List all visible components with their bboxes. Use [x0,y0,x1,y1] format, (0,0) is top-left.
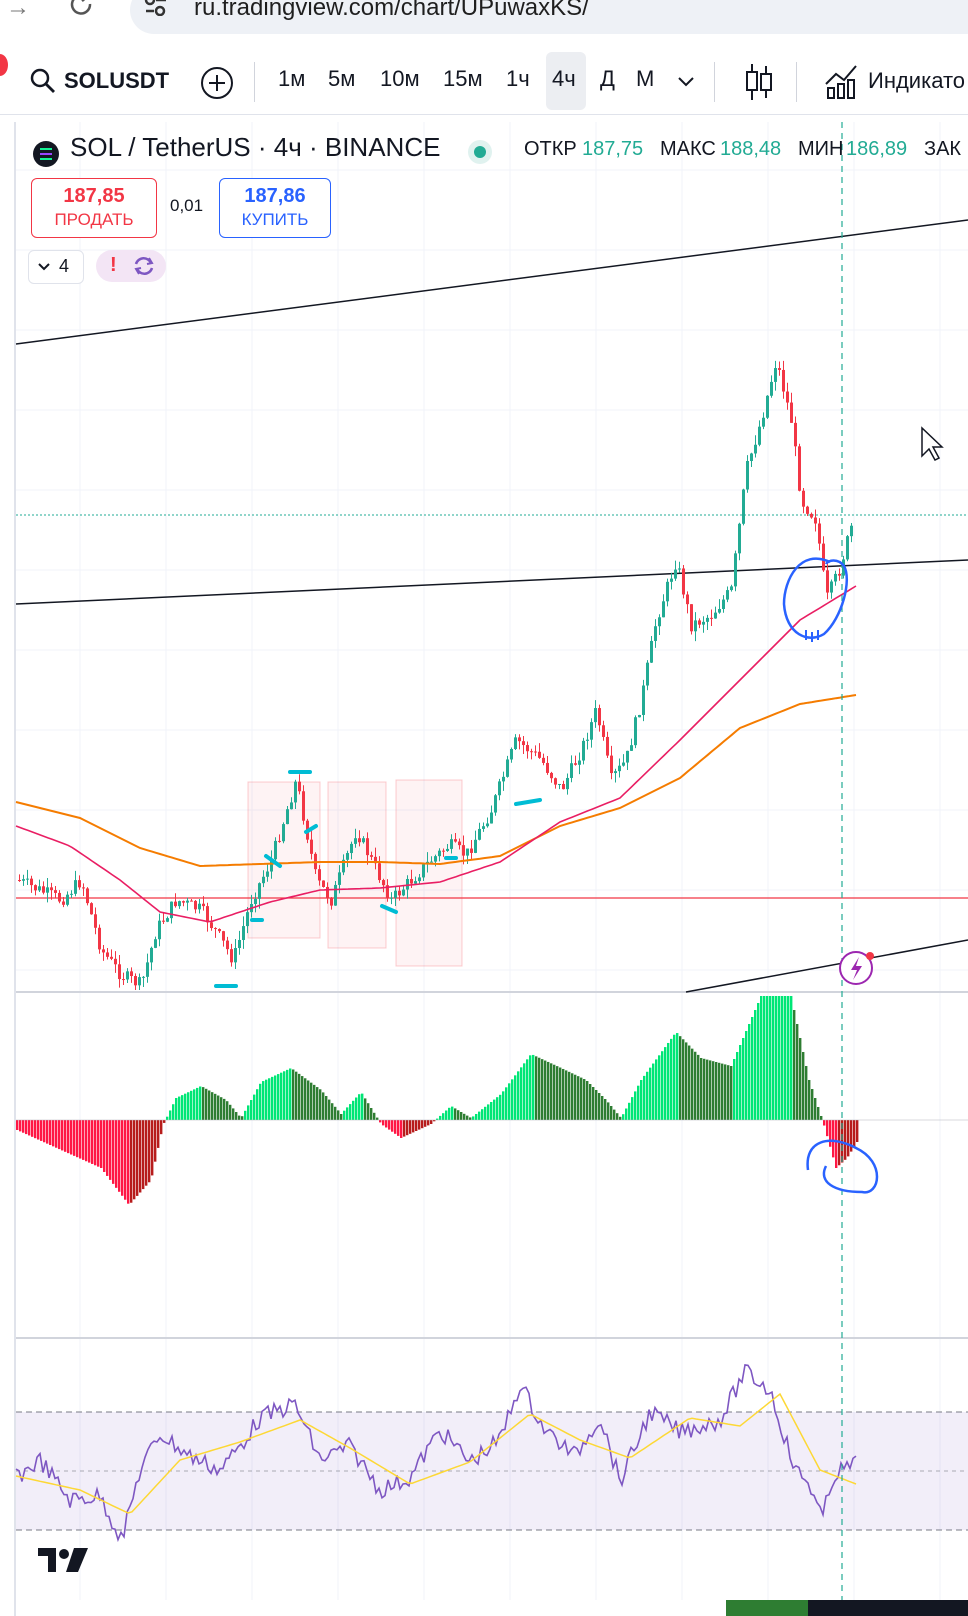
url-text[interactable]: ru.tradingview.com/chart/UPuwaxKS/ [194,0,589,21]
buy-label: КУПИТЬ [241,210,309,229]
solana-logo-icon [33,141,59,167]
high-value: 188,48 [720,138,782,160]
time-range-highlight [726,1600,808,1616]
timeframe-15m[interactable]: 15м [443,66,483,91]
sell-button[interactable]: 187,85 ПРОДАТЬ [31,178,157,238]
rsi-line [15,1363,857,1543]
annotation-circle-histogram [806,1139,879,1194]
browser-address-bar: → ru.tradingview.com/chart/UPuwaxKS/ [0,0,968,46]
close-label: ЗАК [924,138,962,160]
annotation-marks [805,630,819,642]
annotation-circle-price [782,557,849,639]
lightning-glyph [851,957,862,980]
indicator-count: 4 [59,256,70,276]
pane-border [14,122,16,1616]
timeframe-month[interactable]: М [636,66,655,91]
tradingview-logo-icon [38,1548,88,1572]
chart-title[interactable]: SOL / TetherUS · 4ч · BINANCE [70,132,441,162]
cursor-icon [921,426,944,461]
trend-line-lower [685,939,968,993]
chevron-down-icon[interactable] [676,74,696,88]
trend-line-middle [15,559,968,605]
timeframe-1h[interactable]: 1ч [506,66,530,91]
chevron-down-icon [38,263,50,271]
notification-dot [0,54,8,76]
search-icon[interactable] [30,68,56,94]
range-box [247,781,321,939]
chart-grid [16,122,968,1600]
symbol-search[interactable]: SOLUSDT [64,68,170,93]
address-bar[interactable] [130,0,968,34]
toolbar-divider [254,62,255,102]
momentum-histogram [16,996,859,1204]
tune-icon[interactable] [144,0,168,16]
market-status-icon[interactable] [468,140,492,164]
rsi-signal-line [15,1392,857,1514]
arrow-right-icon[interactable]: → [6,0,30,21]
candles-icon[interactable] [744,62,774,102]
toolbar-divider [796,62,797,102]
toolbar-divider [714,62,715,102]
candles [18,360,853,990]
reload-icon[interactable] [68,0,96,20]
indicators-collapse-toggle[interactable]: 4 [28,250,84,284]
open-label: ОТКР [524,138,577,160]
time-range-bar [808,1600,968,1616]
open-value: 187,75 [582,138,644,160]
refresh-icon [134,257,154,275]
warning-icon: ! [110,254,117,276]
ema-slow-line [15,694,857,868]
alert-dot [866,952,874,960]
ema-fast-line [15,585,857,923]
low-label: МИН [798,138,844,160]
timeframe-5m[interactable]: 5м [328,66,356,91]
buy-price: 187,86 [244,185,306,207]
timeframe-day[interactable]: Д [600,66,615,91]
timeframe-10m[interactable]: 10м [380,66,420,91]
timeframe-4h[interactable]: 4ч [552,66,576,91]
indicator-status-pill[interactable]: ! [96,250,166,282]
buy-button[interactable]: 187,86 КУПИТЬ [219,178,331,238]
range-box [395,779,463,967]
range-box [327,781,387,949]
sell-price: 187,85 [63,185,125,207]
low-value: 186,89 [846,138,908,160]
timeframe-1m[interactable]: 1м [278,66,306,91]
indicators-button[interactable]: Индикато [868,68,966,93]
active-timeframe-bg [546,52,586,110]
trend-line-upper [15,219,968,345]
sell-label: ПРОДАТЬ [54,210,134,229]
spread-value: 0,01 [170,196,204,215]
high-label: МАКС [660,138,716,160]
compare-add-icon[interactable] [200,66,234,100]
chart-toolbar [0,50,968,115]
cyan-markers [214,770,542,988]
indicators-icon[interactable] [824,62,858,100]
